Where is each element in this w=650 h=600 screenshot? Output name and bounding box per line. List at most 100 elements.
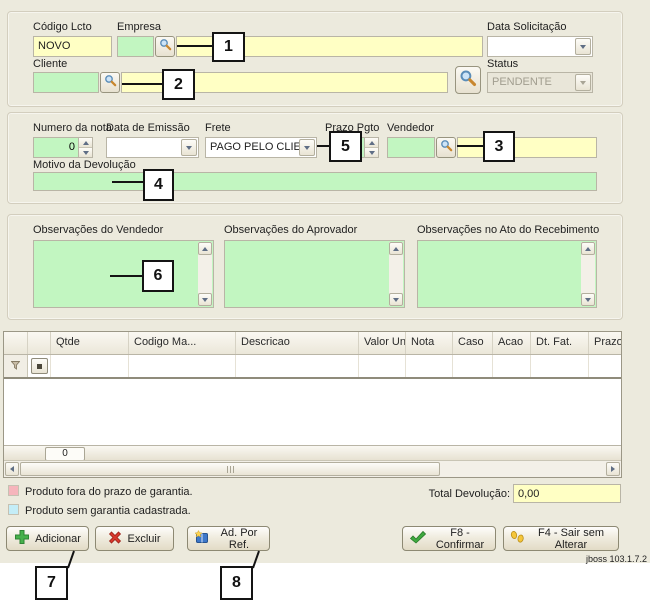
combo-arrow-button [575, 74, 591, 91]
obs-vendedor-textarea[interactable] [33, 240, 214, 308]
frete-combo[interactable]: PAGO PELO CLIENT [205, 137, 317, 158]
arrow-up-icon [82, 140, 89, 145]
vendedor-lookup-button[interactable] [436, 137, 456, 158]
numero-nota-value[interactable]: 0 [34, 138, 78, 157]
arrow-down-icon [368, 150, 375, 155]
table-new-row[interactable] [4, 355, 621, 379]
spinner-down-button[interactable] [79, 147, 92, 157]
vertical-scrollbar[interactable] [581, 242, 595, 306]
table-cell[interactable] [589, 355, 621, 377]
empresa-lookup-button[interactable] [155, 36, 175, 57]
table-cell[interactable] [531, 355, 589, 377]
column-header-valor-unit[interactable]: Valor Unit. [359, 332, 406, 354]
chevron-down-icon [186, 145, 192, 150]
empresa-name-input[interactable] [176, 36, 483, 57]
scroll-down-button[interactable] [581, 293, 595, 306]
table-cell[interactable] [493, 355, 531, 377]
scroll-right-button[interactable] [606, 462, 620, 476]
table-cell[interactable] [359, 355, 406, 377]
adicionar-label: Adicionar [35, 532, 81, 545]
column-header-codigo[interactable]: Codigo Ma... [129, 332, 236, 354]
adicionar-button[interactable]: Adicionar [6, 526, 89, 551]
column-header-caso[interactable]: Caso [453, 332, 493, 354]
row-indicator-cell [4, 355, 28, 377]
obs-aprovador-textarea[interactable] [224, 240, 405, 308]
arrow-down-icon [585, 297, 591, 302]
status-value: PENDENTE [492, 76, 552, 88]
excluir-button[interactable]: Excluir [95, 526, 174, 551]
numero-nota-label: Numero da nota [33, 122, 112, 134]
column-header-descricao[interactable]: Descricao [236, 332, 359, 354]
cliente-lookup-button[interactable] [100, 72, 120, 93]
empresa-label: Empresa [117, 21, 162, 33]
book-icon [194, 529, 210, 547]
data-emissao-label: Data de Emissão [106, 122, 190, 134]
combo-arrow-button[interactable] [181, 139, 197, 156]
vertical-scrollbar[interactable] [198, 242, 212, 306]
scroll-up-button[interactable] [389, 242, 403, 255]
table-cell[interactable] [51, 355, 129, 377]
empresa-code-input[interactable] [117, 36, 154, 57]
scroll-down-button[interactable] [389, 293, 403, 306]
obs-vendedor-label: Observações do Vendedor [33, 224, 164, 236]
table-cell[interactable] [406, 355, 453, 377]
vendedor-label: Vendedor [387, 122, 435, 134]
scroll-up-button[interactable] [581, 242, 595, 255]
grip-icon [226, 465, 235, 473]
combo-arrow-button[interactable] [299, 139, 315, 156]
column-header-nota[interactable]: Nota [406, 332, 453, 354]
legend-fora-prazo-label: Produto fora do prazo de garantia. [25, 486, 193, 498]
column-header-qtde[interactable]: Qtde [51, 332, 129, 354]
arrow-down-icon [82, 150, 89, 155]
callout-1: 1 [212, 32, 245, 62]
vendedor-name-input[interactable] [457, 137, 597, 158]
arrow-up-icon [393, 246, 399, 251]
cliente-search-button-large[interactable] [455, 66, 481, 94]
row-selector-cell[interactable] [28, 355, 51, 377]
chevron-down-icon [580, 80, 586, 85]
cliente-name-input[interactable] [121, 72, 448, 93]
magnifier-icon [440, 139, 453, 157]
vendedor-code-input[interactable] [387, 137, 435, 158]
motivo-devolucao-input[interactable] [33, 172, 597, 191]
combo-arrow-button[interactable] [575, 38, 591, 55]
status-label: Status [487, 58, 519, 70]
codigo-lcto-input[interactable]: NOVO [33, 36, 112, 57]
confirmar-button[interactable]: F8 - Confirmar [402, 526, 496, 551]
spinner-up-button[interactable] [79, 138, 92, 147]
sair-sem-alterar-button[interactable]: F4 - Sair sem Alterar [503, 526, 619, 551]
scrollbar-thumb[interactable] [20, 462, 440, 476]
table-cell[interactable] [129, 355, 236, 377]
spinner-down-button[interactable] [365, 147, 378, 157]
vertical-scrollbar[interactable] [389, 242, 403, 306]
column-header-prazo[interactable]: Prazo [594, 336, 621, 348]
confirmar-label: F8 - Confirmar [435, 526, 485, 551]
numero-nota-spinner[interactable]: 0 [33, 137, 93, 158]
excluir-label: Excluir [127, 532, 161, 545]
chevron-down-icon [580, 44, 586, 49]
scroll-left-button[interactable] [5, 462, 19, 476]
data-emissao-combo[interactable] [106, 137, 199, 158]
column-header-dt-fat[interactable]: Dt. Fat. [531, 332, 589, 354]
items-table: Qtde Codigo Ma... Descricao Valor Unit. … [3, 331, 622, 478]
table-cell[interactable] [236, 355, 359, 377]
arrow-down-icon [393, 297, 399, 302]
status-combo: PENDENTE [487, 72, 593, 93]
column-header-acao[interactable]: Acao [493, 332, 531, 354]
cliente-code-input[interactable] [33, 72, 99, 93]
table-header-row: Qtde Codigo Ma... Descricao Valor Unit. … [4, 332, 621, 355]
arrow-up-icon [368, 140, 375, 145]
scroll-up-button[interactable] [198, 242, 212, 255]
horizontal-scrollbar[interactable] [4, 460, 621, 477]
cliente-label: Cliente [33, 58, 68, 70]
row-selector-button[interactable] [30, 358, 48, 374]
obs-recebimento-textarea[interactable] [417, 240, 597, 308]
codigo-lcto-label: Código Lcto [33, 21, 92, 33]
spinner-up-button[interactable] [365, 138, 378, 147]
table-cell[interactable] [453, 355, 493, 377]
scroll-down-button[interactable] [198, 293, 212, 306]
data-solicitacao-combo[interactable] [487, 36, 593, 57]
arrow-left-icon [10, 466, 14, 472]
ad-por-ref-button[interactable]: Ad. Por Ref. [187, 526, 270, 551]
